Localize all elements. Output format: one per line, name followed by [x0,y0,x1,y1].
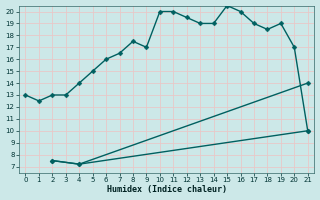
X-axis label: Humidex (Indice chaleur): Humidex (Indice chaleur) [107,185,227,194]
